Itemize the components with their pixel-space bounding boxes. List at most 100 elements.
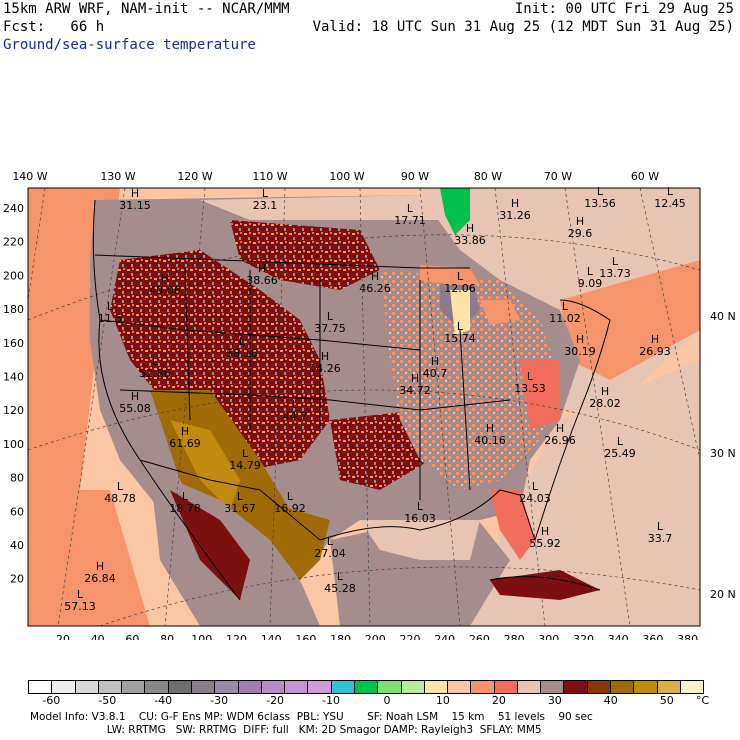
extremum-value: 55.08 [119, 402, 151, 415]
colorbar-tick-label: 10 [435, 694, 450, 707]
extremum-marker: H [131, 187, 139, 200]
extremum-value: 44.7 [283, 410, 308, 423]
colorbar-tick-label: 40 [603, 694, 618, 707]
colorbar-swatch [401, 681, 425, 693]
colorbar-swatch [611, 681, 635, 693]
extremum-value: 58.16 [226, 347, 258, 360]
colorbar-tick-label: 30 [547, 694, 562, 707]
model-info-line2: LW: RRTMG SW: RRTMG DIFF: full KM: 2D Sm… [30, 724, 542, 736]
extremum-marker: L [182, 490, 189, 503]
extremum-value: 38.66 [246, 274, 278, 287]
y-tick-label: 180 [3, 303, 24, 316]
lon-label: 120 W [177, 170, 212, 183]
colorbar-labels: -60 -50 -40 -30 -20 -10 0 10 20 30 40 50 [28, 694, 704, 708]
colorbar-swatch [680, 681, 704, 693]
x-tick-label: 200 [365, 633, 386, 640]
extremum-marker: H [161, 272, 169, 285]
colorbar-swatch [634, 681, 658, 693]
colorbar-tick-label: -10 [322, 694, 341, 707]
y-tick-label: 60 [10, 505, 24, 518]
lon-label: 100 W [329, 170, 364, 183]
colorbar-swatch [215, 681, 239, 693]
colorbar-tick-label: 50 [659, 694, 674, 707]
x-tick-label: 240 [434, 633, 455, 640]
map-panel: 140 W 130 W 120 W 110 W 100 W 90 W 80 W 70 W 60 … [0, 160, 740, 646]
extremum-marker: L [417, 500, 424, 513]
extremum-value: 11.5 [98, 312, 123, 325]
colorbar-swatch [471, 681, 495, 693]
extremum-value: 31.15 [119, 199, 151, 212]
colorbar-swatch [657, 681, 681, 693]
y-axis-ticks: 240 220 200 180 160 140 120 100 80 60 40 20 [3, 202, 24, 586]
y-tick-label: 220 [3, 236, 24, 249]
extremum-value: 48.78 [104, 492, 136, 505]
x-tick-label: 340 [608, 633, 629, 640]
extremum-value: 9.09 [578, 277, 603, 290]
lon-label: 60 W [631, 170, 659, 183]
boundaries [92, 199, 611, 601]
x-tick-label: 40 [91, 633, 105, 640]
extremum-marker: L [327, 535, 334, 548]
extremum-marker: H [258, 262, 266, 275]
extremum-value: 18.78 [169, 502, 201, 515]
extremum-value: 11.02 [549, 312, 581, 325]
extremum-value: 25.49 [604, 447, 636, 460]
colorbar-tick-label: 0 [383, 694, 391, 707]
model-info-line1: Model Info: V3.8.1 CU: G-F Ens MP: WDM 6… [30, 711, 593, 723]
lon-label: 70 W [544, 170, 572, 183]
extremum-marker: L [667, 185, 674, 198]
extremum-marker: L [117, 480, 124, 493]
extremum-value: 17.71 [394, 214, 426, 227]
x-tick-label: 160 [295, 633, 316, 640]
extremum-value: 16.92 [274, 502, 306, 515]
colorbar-swatch [424, 681, 449, 693]
extremum-value: 27.04 [314, 547, 346, 560]
colorbar-swatch [448, 681, 472, 693]
valid-time: Valid: 18 UTC Sun 31 Aug 25 (12 MDT Sun … [312, 19, 734, 35]
colorbar-swatch [122, 681, 146, 693]
extremum-value: 13.73 [599, 267, 631, 280]
y-tick-label: 240 [3, 202, 24, 215]
x-tick-label: 260 [469, 633, 490, 640]
colorbar-swatch [308, 681, 332, 693]
extremum-marker: L [612, 255, 619, 268]
colorbar-swatch [75, 681, 99, 693]
extremum-marker: L [407, 202, 414, 215]
init-time: Init: 00 UTC Fri 29 Aug 25 [514, 1, 734, 17]
colorbar-swatch [29, 681, 53, 693]
x-tick-label: 300 [538, 633, 559, 640]
extremum-value: 49.06 [149, 284, 181, 297]
extremum-value: 33.7 [648, 532, 673, 545]
y-tick-label: 20 [10, 573, 24, 586]
extremum-marker: H [556, 422, 564, 435]
extremum-marker: H [371, 270, 379, 283]
extremum-marker: L [657, 520, 664, 533]
x-tick-label: 320 [573, 633, 594, 640]
colorbar-swatch [331, 681, 355, 693]
extremum-marker: L [242, 447, 249, 460]
forecast-hour: Fcst: 66 h [3, 19, 105, 35]
x-tick-label: 120 [226, 633, 247, 640]
colorbar-tick-label: 20 [491, 694, 506, 707]
x-tick-label: 100 [191, 633, 212, 640]
extremum-value: 46.26 [359, 282, 391, 295]
y-tick-label: 200 [3, 269, 24, 282]
extremum-value: 40.7 [423, 367, 448, 380]
lon-label: 140 W [12, 170, 47, 183]
extremum-value: 52.86 [139, 367, 171, 380]
colorbar-tick-label: -50 [98, 694, 117, 707]
extremum-marker: H [181, 425, 189, 438]
colorbar-tick-label: -30 [210, 694, 229, 707]
extremum-marker: H [576, 215, 584, 228]
lon-label: 90 W [401, 170, 429, 183]
extremum-value: 34.72 [399, 384, 431, 397]
extremum-value: 30.19 [564, 345, 596, 358]
colorbar-swatch [587, 681, 612, 693]
colorbar-swatch [238, 681, 262, 693]
lat-label: 40 N [710, 310, 736, 323]
extremum-marker: L [327, 310, 334, 323]
colorbar-swatch [261, 681, 286, 693]
x-tick-label: 220 [400, 633, 421, 640]
extremum-value: 33.86 [454, 234, 486, 247]
extremum-value: 40.16 [474, 434, 506, 447]
